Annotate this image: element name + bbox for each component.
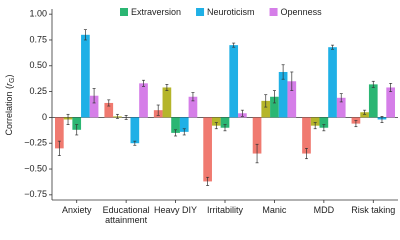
- error-bar: [264, 94, 268, 108]
- error-bar: [223, 124, 227, 132]
- y-tick-label: −0.75: [24, 189, 47, 199]
- error-bar: [142, 79, 146, 87]
- bar: [89, 95, 99, 118]
- error-bar: [191, 92, 195, 102]
- error-bar: [339, 93, 343, 103]
- error-bar: [75, 124, 79, 136]
- x-tick-label: MDD: [313, 205, 335, 215]
- error-bar: [363, 109, 367, 115]
- error-bar: [174, 129, 178, 137]
- error-bar: [107, 99, 111, 107]
- error-bar: [290, 71, 294, 91]
- x-tick-label: Irritability: [206, 205, 243, 215]
- error-bar: [313, 122, 317, 130]
- error-bar: [66, 113, 70, 125]
- bar: [319, 117, 329, 128]
- error-bar: [354, 120, 358, 128]
- y-tick-label: 1.00: [29, 9, 47, 19]
- x-tick-label: Manic: [262, 205, 287, 215]
- error-bar: [206, 176, 210, 186]
- y-tick-label: 0: [42, 112, 47, 122]
- error-bar: [182, 128, 186, 136]
- bar: [261, 100, 271, 118]
- bar: [328, 47, 337, 118]
- y-label-text: Correlation (: [4, 86, 14, 136]
- error-bar: [389, 82, 393, 92]
- x-tick-label: Heavy DIY: [154, 205, 198, 215]
- bar: [211, 117, 221, 126]
- bar: [203, 117, 212, 182]
- bar: [81, 34, 90, 118]
- error-bar: [240, 109, 244, 117]
- error-bar: [133, 140, 137, 146]
- legend-label: Neuroticism: [207, 7, 255, 17]
- bar: [139, 83, 148, 118]
- error-bar: [371, 80, 375, 88]
- error-bar: [165, 84, 169, 91]
- legend-swatch: [120, 8, 128, 16]
- bar: [252, 117, 262, 154]
- error-bar: [124, 114, 128, 120]
- bar: [171, 117, 180, 133]
- bar: [336, 97, 346, 118]
- y-tick-label: 0.25: [29, 86, 47, 96]
- y-label-var: r: [4, 82, 14, 86]
- bar: [229, 45, 239, 118]
- error-bar: [115, 113, 119, 119]
- bar: [278, 71, 288, 118]
- bar: [270, 96, 279, 118]
- legend-swatch: [196, 8, 205, 16]
- bar: [386, 87, 395, 118]
- error-bar: [57, 140, 61, 156]
- bar: [360, 112, 369, 118]
- bar: [179, 117, 189, 132]
- y-label-sub: G: [9, 78, 16, 83]
- y-tick-label: −0.25: [24, 138, 47, 148]
- error-bar: [214, 122, 218, 130]
- bar: [310, 117, 320, 126]
- error-bar: [156, 104, 160, 116]
- x-tick-label: Anxiety: [61, 205, 92, 215]
- y-axis-label: Correlation (rG): [4, 75, 15, 136]
- bar: [130, 117, 140, 144]
- error-bar: [272, 90, 276, 104]
- bar: [302, 117, 311, 154]
- bar: [104, 102, 114, 118]
- error-bar: [83, 29, 87, 41]
- legend-label: Openness: [281, 7, 323, 17]
- error-bar: [304, 148, 308, 160]
- y-tick-label: 0.50: [29, 60, 47, 70]
- legend-swatch: [269, 8, 278, 16]
- y-label-close: ): [4, 75, 14, 78]
- x-tick-label: Educational attainment: [102, 205, 150, 225]
- error-bar: [380, 116, 384, 123]
- error-bar: [281, 64, 285, 80]
- error-bar: [232, 42, 236, 48]
- error-bar: [92, 88, 96, 104]
- y-tick-label: 0.75: [29, 34, 47, 44]
- bar: [162, 87, 172, 118]
- bar: [188, 96, 198, 118]
- y-tick-label: −0.50: [24, 163, 47, 173]
- error-bar: [331, 44, 335, 50]
- bar: [287, 81, 297, 118]
- bar: [55, 117, 64, 149]
- error-bar: [255, 143, 259, 164]
- x-tick-label: Risk taking: [351, 205, 396, 215]
- bar: [72, 117, 82, 130]
- legend-label: Extraversion: [131, 7, 181, 17]
- bar: [368, 84, 378, 118]
- bar: [220, 117, 230, 128]
- error-bar: [322, 124, 326, 132]
